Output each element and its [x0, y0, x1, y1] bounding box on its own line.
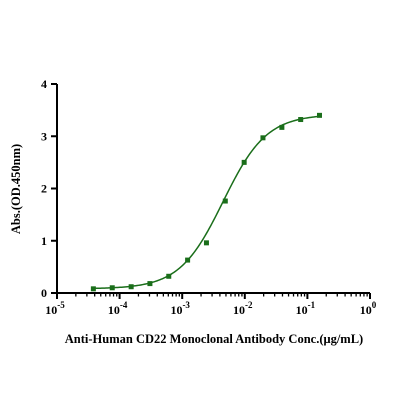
data-point [298, 117, 304, 123]
x-tick-label-exponent: -4 [120, 300, 128, 310]
y-axis-title: Abs.(OD.450nm) [9, 144, 23, 234]
data-point [185, 257, 191, 263]
x-tick-label-exponent: -2 [245, 300, 253, 310]
data-point [279, 124, 285, 130]
data-point [241, 159, 247, 165]
x-tick-label-exponent: 0 [372, 300, 377, 310]
x-tick-label-base: 10 [170, 303, 182, 317]
x-tick-label-exponent: -3 [182, 300, 190, 310]
data-point [128, 284, 134, 290]
x-tick-label: 10-3 [170, 300, 190, 317]
x-axis-title: Anti-Human CD22 Monoclonal Antibody Conc… [65, 332, 363, 346]
x-tick-label-exponent: -1 [308, 300, 316, 310]
data-point [147, 281, 153, 287]
x-tick-label-base: 10 [108, 303, 120, 317]
data-point [316, 112, 322, 118]
y-tick-label: 2 [41, 182, 47, 196]
x-tick-label-base: 10 [296, 303, 308, 317]
x-tick-label-base: 10 [360, 303, 372, 317]
data-point [166, 273, 172, 279]
data-point [203, 240, 209, 246]
y-tick-label: 3 [41, 129, 47, 143]
x-tick-label: 10-2 [233, 300, 253, 317]
x-tick-label-exponent: -5 [57, 300, 65, 310]
fit-curve-layer [93, 115, 320, 290]
y-tick-label: 1 [41, 234, 47, 248]
y-tick-label: 0 [41, 286, 47, 300]
x-tick-label: 10-5 [45, 300, 65, 317]
x-tick-label: 100 [360, 300, 377, 317]
fit-curve [93, 115, 320, 290]
data-point [222, 198, 228, 204]
data-point [90, 286, 96, 292]
y-tick-label: 4 [41, 77, 47, 91]
data-point [260, 135, 266, 141]
x-tick-label-base: 10 [233, 303, 245, 317]
data-points-layer [90, 112, 322, 292]
data-point [109, 285, 115, 291]
x-tick-label: 10-4 [108, 300, 128, 317]
x-tick-label-base: 10 [45, 303, 57, 317]
x-tick-label: 10-1 [296, 300, 316, 317]
